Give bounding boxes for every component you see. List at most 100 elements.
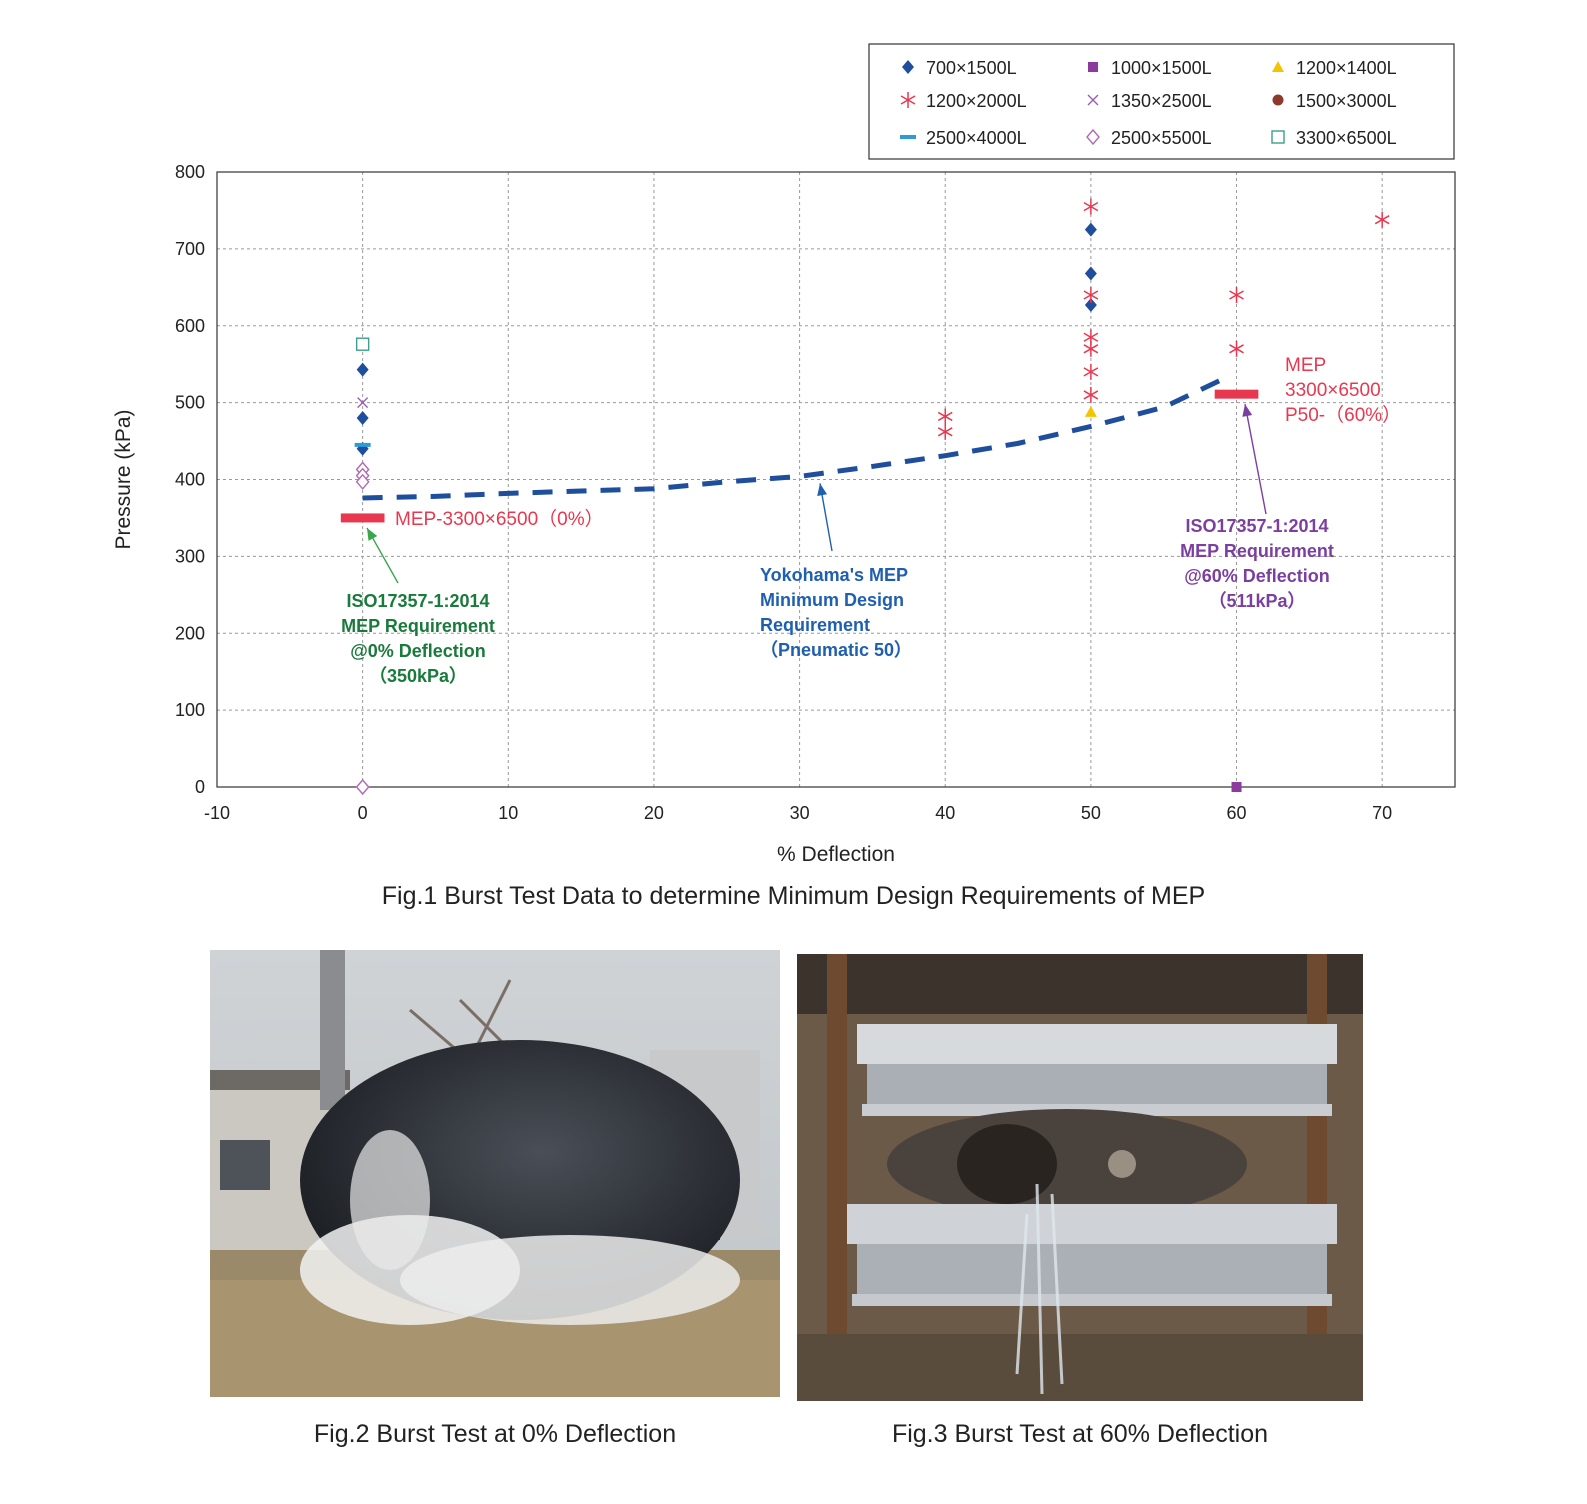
annotation-line: P50-（60%） [1285,404,1401,426]
grid [217,172,1455,787]
data-point [354,442,371,447]
data-point [1083,198,1099,215]
y-tick-label: 400 [175,470,205,490]
x-tick-label: 70 [1372,803,1392,823]
data-point [1083,340,1099,357]
legend-marker [1272,61,1284,72]
yokohama-label: Yokohama's MEP Minimum Design Requirement （… [760,565,912,660]
iso-0-label: ISO17357-1:2014 MEP Requirement @0% Deflec… [341,591,495,686]
axes: -10 0 10 20 30 40 50 60 700100200300400500600700… [112,162,1456,866]
data-point [355,473,370,490]
legend-marker [902,60,914,74]
data-point [355,778,370,796]
x-tick-label: 60 [1227,803,1247,823]
x-tick-label: 40 [935,803,955,823]
legend-box [868,43,1455,160]
burst-test-photo-60-deflection [797,954,1363,1401]
plot-frame [216,171,1456,788]
mep-60-label: MEP 3300×6500 P50-（60%） [1285,355,1401,426]
data-point [937,423,953,440]
annotation-line: （350kPa） [369,666,467,686]
fig2-caption: Fig.2 Burst Test at 0% Deflection [313,1420,677,1448]
data-point [1083,363,1099,380]
legend-marker [1086,128,1100,146]
yokohama-curve-line [362,377,1224,501]
legend-label: 1350×2500L [1111,91,1212,111]
data-point [937,408,953,425]
data-point [1231,782,1242,792]
annotation-line: @0% Deflection [350,641,486,661]
data-point [1374,211,1390,228]
legend-label: 1200×2000L [926,91,1027,111]
annotation-line: Minimum Design [760,590,904,610]
yokohama-arrow [817,483,833,552]
mep-0-label: MEP-3300×6500（0%） [395,508,604,530]
annotation-line: ISO17357-1:2014 [1185,516,1328,536]
y-tick-label: 500 [175,393,205,413]
requirement-bar [340,513,385,523]
yokohama-curve [362,377,1224,501]
legend-label: 1500×3000L [1296,91,1397,111]
legend-marker [1272,94,1284,106]
data-point [1229,287,1244,303]
annotation-line: Yokohama's MEP [760,565,908,585]
iso-60-label: ISO17357-1:2014 MEP Requirement @60% Defle… [1180,516,1334,611]
y-tick-label: 600 [175,316,205,336]
burst-test-chart: -10 0 10 20 30 40 50 60 700100200300400500600700… [112,43,1456,866]
annotation-line: （511kPa） [1208,591,1305,611]
y-tick-label: 800 [175,162,205,182]
annotation-line: （Pneumatic 50） [760,640,912,660]
x-axis-label: % Deflection [777,843,895,866]
annotation-line: MEP Requirement [341,616,495,636]
fig1-caption: Fig.1 Burst Test Data to determine Minim… [381,882,1206,910]
legend-label: 2500×4000L [926,128,1027,148]
legend-marker [1087,94,1099,106]
data-point [355,337,370,351]
annotations: MEP-3300×6500（0%） MEP 3300×6500 P50-（60%） IS… [341,355,1401,686]
legend-marker [1271,130,1285,144]
data-point [1084,266,1097,281]
iso-0-arrow [366,527,399,584]
x-tick-label: 30 [790,803,810,823]
data-point [1084,222,1097,237]
x-tick-label: 20 [644,803,664,823]
data-point [356,411,369,425]
y-tick-label: 700 [175,239,205,259]
data-points [354,198,1390,796]
legend-label: 2500×5500L [1111,128,1212,148]
fig3-caption: Fig.3 Burst Test at 60% Deflection [891,1420,1269,1448]
annotation-line: Requirement [760,615,870,635]
iso-60-arrow [1242,404,1267,515]
data-point [1083,287,1099,303]
annotation-line: ISO17357-1:2014 [346,591,489,611]
legend-label: 1000×1500L [1111,58,1212,78]
annotation-line: MEP Requirement [1180,541,1334,561]
data-point [357,397,369,409]
legend-marker [900,92,916,108]
y-tick-label: 200 [175,623,205,643]
data-point [1229,340,1244,357]
legend: 700×1500L 1000×1500L 1200×1400L 1200×2000L 1… [868,43,1455,160]
annotation-line: MEP [1285,355,1326,376]
legend-marker [900,135,916,139]
legend-marker [1088,62,1098,72]
data-point [1084,405,1097,417]
data-point [356,362,369,377]
requirement-bars [340,389,1259,523]
x-tick-label: 0 [358,803,368,823]
x-tick-label: -10 [204,803,230,823]
annotation-line: @60% Deflection [1184,566,1330,586]
x-tick-label: 50 [1081,803,1101,823]
y-tick-label: 300 [175,546,205,566]
data-point [1084,297,1097,312]
legend-label: 700×1500L [926,58,1017,78]
y-tick-label: 0 [195,777,205,797]
legend-label: 3300×6500L [1296,128,1397,148]
legend-label: 1200×1400L [1296,58,1397,78]
annotation-line: 3300×6500 [1285,380,1381,401]
burst-test-photo-0-deflection [210,950,780,1397]
y-tick-label: 100 [175,700,205,720]
data-point [1083,386,1099,403]
y-axis-label: Pressure (kPa) [112,409,135,549]
x-tick-label: 10 [498,803,518,823]
